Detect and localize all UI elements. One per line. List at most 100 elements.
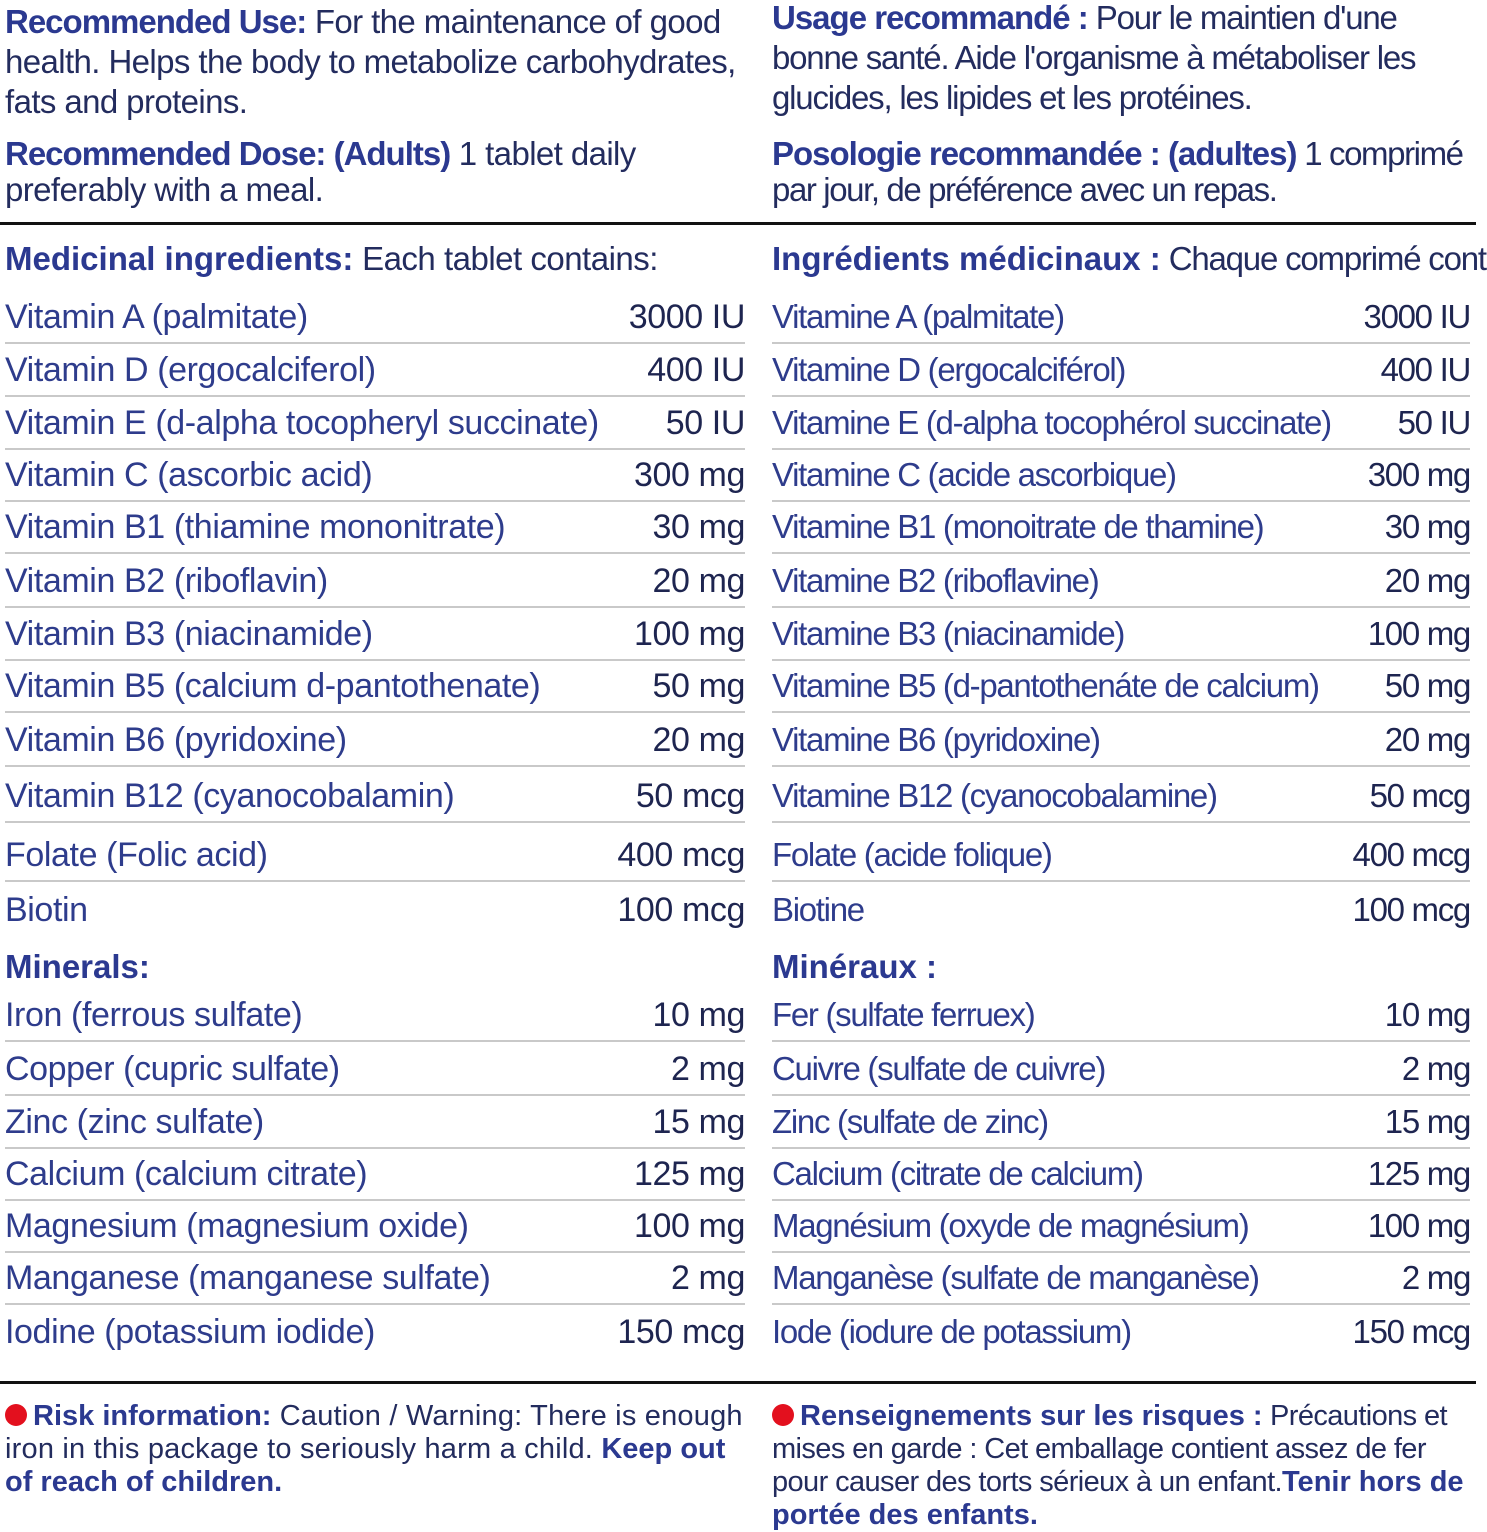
ingredient-name: Iode (iodure de potassium): [772, 1313, 1132, 1350]
ingredient-name: Vitamine A (palmitate): [772, 298, 1065, 335]
ingredient-row: Vitamin D (ergocalciferol) 400 IU: [5, 345, 745, 397]
ingredient-amount: 15 mg: [1384, 1103, 1472, 1140]
ingredient-name: Vitamine B6 (pyridoxine): [772, 721, 1101, 758]
ingredient-row: Vitamine C (acide ascorbique) 300 mg: [772, 450, 1471, 502]
minerals-label: Minerals:: [5, 948, 150, 985]
ingredient-row: Copper (cupric sulfate) 2 mg: [5, 1044, 745, 1096]
ingredient-amount: 100 mcg: [617, 890, 745, 929]
risk-bold-text: Keep out of reach of children.: [5, 1433, 726, 1498]
recommended-use: Recommended Use: For the maintenance of …: [5, 2, 745, 122]
ingredient-name: Cuivre (sulfate de cuivre): [772, 1050, 1106, 1087]
ingredient-name: Magnésium (oxyde de magnésium): [772, 1207, 1250, 1244]
medicinal-ingredients-heading: Medicinal ingredients: Each tablet conta…: [5, 240, 658, 278]
ingredient-amount: 50 mg: [652, 666, 746, 705]
ingredient-name: Iron (ferrous sulfate): [5, 995, 303, 1034]
recommended-dose-label: Recommended Dose: (Adults): [5, 135, 451, 172]
ingredients-medicinaux-text: Chaque comprimé contient :: [1168, 240, 1487, 277]
ingredient-row: Vitamin A (palmitate) 3000 IU: [5, 292, 745, 344]
ingredient-row: Vitamine B6 (pyridoxine) 20 mg: [772, 715, 1472, 767]
ingredient-name: Vitamine B2 (riboflavine): [772, 562, 1100, 599]
ingredient-row: Vitamin B5 (calcium d-pantothenate) 50 mg: [5, 661, 745, 713]
risk-text: Caution / Warning: There is enough iron …: [5, 1400, 743, 1465]
ingredient-name: Biotin: [5, 890, 88, 929]
ingredient-row: Iodine (potassium iodide) 150 mcg: [5, 1306, 745, 1358]
ingredient-amount: 2 mg: [671, 1049, 745, 1088]
ingredient-row: Zinc (sulfate de zinc) 15 mg: [772, 1097, 1472, 1149]
ingredients-medicinaux-heading: Ingrédients médicinaux : Chaque comprimé…: [772, 240, 1487, 278]
ingredient-row: Manganese (manganese sulfate) 2 mg: [5, 1253, 745, 1305]
ingredient-amount: 3000 IU: [1363, 298, 1472, 335]
ingredient-amount: 20 mg: [652, 561, 746, 600]
ingredient-row: Iode (iodure de potassium) 150 mcg: [772, 1306, 1471, 1358]
ingredient-name: Vitamine B1 (monoitrate de thamine): [772, 508, 1265, 545]
ingredient-name: Calcium (citrate de calcium): [772, 1155, 1144, 1192]
ingredient-row: Calcium (citrate de calcium) 125 mg: [772, 1149, 1471, 1201]
renseignements-risques: Renseignements sur les risques : Précaut…: [772, 1400, 1484, 1532]
ingredient-amount: 3000 IU: [628, 297, 746, 336]
ingredient-amount: 100 mg: [1367, 615, 1472, 652]
warning-dot-icon: [772, 1404, 794, 1426]
ingredient-name: Folate (Folic acid): [5, 835, 268, 874]
ingredient-row: Cuivre (sulfate de cuivre) 2 mg: [772, 1044, 1471, 1096]
ingredient-amount: 50 mg: [1384, 667, 1472, 704]
ingredient-row: Vitamin B6 (pyridoxine) 20 mg: [5, 715, 745, 767]
ingredient-amount: 50 IU: [665, 403, 746, 442]
ingredient-row: Calcium (calcium citrate) 125 mg: [5, 1149, 745, 1201]
ingredient-name: Vitamin E (d-alpha tocopheryl succinate): [5, 403, 599, 442]
ingredient-amount: 20 mg: [652, 720, 746, 759]
medicinal-ingredients-label: Medicinal ingredients:: [5, 240, 354, 277]
ingredient-row: Vitamin C (ascorbic acid) 300 mg: [5, 450, 745, 502]
ingredient-amount: 50 mcg: [1369, 777, 1472, 814]
ingredient-row: Magnesium (magnesium oxide) 100 mg: [5, 1201, 745, 1253]
ingredient-amount: 30 mg: [1384, 508, 1472, 545]
ingredient-amount: 100 mg: [633, 1206, 745, 1245]
ingredient-row: Zinc (zinc sulfate) 15 mg: [5, 1097, 745, 1149]
ingredient-amount: 10 mg: [652, 995, 746, 1034]
ingredient-name: Fer (sulfate ferruex): [772, 996, 1036, 1033]
ingredient-row: Vitamine E (d-alpha tocophérol succinate…: [772, 398, 1471, 450]
ingredient-amount: 20 mg: [1384, 721, 1472, 758]
minerals-heading: Minerals:: [5, 948, 150, 986]
ingredient-row: Biotin 100 mcg: [5, 884, 745, 936]
ingredient-row: Biotine 100 mcg: [772, 884, 1471, 936]
ingredient-name: Iodine (potassium iodide): [5, 1312, 375, 1351]
ingredient-row: Folate (Folic acid) 400 mcg: [5, 830, 745, 882]
mineraux-label: Minéraux :: [772, 948, 938, 985]
ingredient-name: Vitamin C (ascorbic acid): [5, 455, 373, 494]
ingredient-name: Zinc (sulfate de zinc): [772, 1103, 1049, 1140]
ingredient-amount: 100 mg: [1367, 1207, 1472, 1244]
ingredient-row: Fer (sulfate ferruex) 10 mg: [772, 990, 1471, 1042]
ingredient-row: Vitamin B12 (cyanocobalamin) 50 mcg: [5, 771, 745, 823]
risk-information: Risk information: Caution / Warning: The…: [5, 1400, 745, 1499]
ingredient-name: Vitamin B6 (pyridoxine): [5, 720, 347, 759]
ingredient-row: Vitamine A (palmitate) 3000 IU: [772, 292, 1472, 344]
ingredient-name: Zinc (zinc sulfate): [5, 1102, 264, 1141]
ingredient-name: Biotine: [772, 891, 865, 928]
ingredient-name: Copper (cupric sulfate): [5, 1049, 340, 1088]
ingredient-amount: 400 IU: [647, 350, 745, 389]
ingredient-amount: 30 mg: [652, 507, 746, 546]
posologie-text: 1 comprimé par jour, de préférence avec …: [772, 135, 1464, 208]
ingredient-amount: 2 mg: [1401, 1259, 1471, 1296]
ingredient-name: Vitamin A (palmitate): [5, 297, 308, 336]
risk-text: Précautions et mises en garde : Cet emba…: [772, 1400, 1448, 1498]
ingredient-row: Vitamine D (ergocalciférol) 400 IU: [772, 345, 1472, 397]
ingredient-name: Manganèse (sulfate de manganèse): [772, 1259, 1260, 1296]
ingredient-name: Vitamin B3 (niacinamide): [5, 614, 373, 653]
ingredient-amount: 20 mg: [1384, 562, 1472, 599]
ingredient-amount: 400 IU: [1380, 351, 1472, 388]
ingredient-row: Vitamine B12 (cyanocobalamine) 50 mcg: [772, 771, 1472, 823]
usage-recommande: Usage recommandé : Pour le maintien d'un…: [772, 0, 1487, 118]
ingredient-amount: 125 mg: [633, 1154, 745, 1193]
recommended-dose-text: 1 tablet daily preferably with a meal.: [5, 135, 636, 208]
ingredient-row: Vitamin E (d-alpha tocopheryl succinate)…: [5, 398, 745, 450]
warning-dot-icon: [5, 1404, 27, 1426]
ingredient-amount: 400 mcg: [617, 835, 745, 874]
posologie-recommandee: Posologie recommandée : (adultes) 1 comp…: [772, 136, 1487, 208]
ingredient-amount: 15 mg: [652, 1102, 746, 1141]
ingredient-row: Magnésium (oxyde de magnésium) 100 mg: [772, 1201, 1472, 1253]
ingredient-amount: 100 mg: [633, 614, 745, 653]
risk-label: Renseignements sur les risques :: [800, 1400, 1263, 1432]
ingredient-name: Folate (acide folique): [772, 836, 1053, 873]
ingredient-amount: 400 mcg: [1352, 836, 1472, 873]
